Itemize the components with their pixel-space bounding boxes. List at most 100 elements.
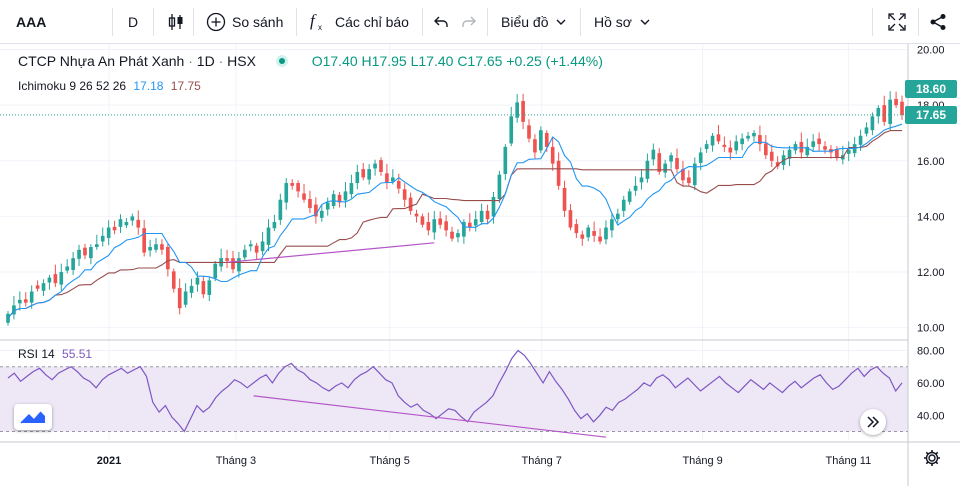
candle-body bbox=[835, 148, 839, 159]
legend-interval: 1D bbox=[196, 53, 215, 69]
chart-type-dropdown[interactable]: Biểu đồ bbox=[501, 0, 566, 44]
candle-body bbox=[793, 144, 798, 151]
candle-body bbox=[402, 189, 407, 200]
price-axis-tick-label: 14.00 bbox=[917, 211, 945, 223]
settings-gear-icon[interactable] bbox=[923, 449, 941, 472]
candle-body bbox=[148, 247, 152, 251]
toolbar-divider bbox=[296, 8, 297, 36]
scroll-to-realtime-button[interactable] bbox=[860, 409, 886, 435]
profile-dropdown[interactable]: Hồ sơ bbox=[594, 0, 650, 44]
rsi-label: RSI 14 bbox=[18, 347, 55, 361]
rsi-legend[interactable]: RSI 14 55.51 bbox=[18, 347, 92, 361]
candle-body bbox=[237, 258, 241, 272]
legend-change: +0.25 (+1.44%) bbox=[506, 53, 603, 69]
candle-body bbox=[296, 183, 300, 192]
candle-body bbox=[633, 185, 638, 191]
candle-body bbox=[728, 147, 733, 153]
candle-body bbox=[213, 263, 218, 279]
candle-body bbox=[391, 177, 395, 182]
candle-body bbox=[136, 219, 141, 228]
ichimoku-conversion-value: 17.18 bbox=[133, 79, 164, 93]
candle-body bbox=[183, 291, 188, 305]
candle-body bbox=[586, 227, 591, 238]
candle-body bbox=[858, 135, 863, 145]
candle-body bbox=[870, 116, 875, 131]
candle-body bbox=[503, 146, 508, 175]
time-axis-tick-label: Tháng 3 bbox=[216, 455, 256, 467]
indicators-label: Các chỉ báo bbox=[335, 14, 409, 30]
market-status-icon[interactable] bbox=[275, 55, 288, 67]
candle-body bbox=[272, 221, 277, 229]
candle-body bbox=[692, 163, 697, 186]
price-axis-tick-label: 20.00 bbox=[917, 45, 945, 57]
ichimoku-base-value: 17.75 bbox=[170, 79, 201, 93]
toolbar-divider bbox=[112, 8, 113, 36]
candle-body bbox=[41, 283, 46, 291]
candle-body bbox=[367, 169, 371, 180]
candle-body bbox=[124, 221, 129, 226]
candle-body bbox=[302, 193, 306, 200]
candle-body bbox=[385, 173, 389, 184]
candle-body bbox=[284, 183, 289, 203]
candle-body bbox=[639, 177, 644, 183]
candle-body bbox=[846, 149, 851, 154]
candle-body bbox=[627, 191, 632, 202]
candle-body bbox=[254, 245, 259, 253]
candle-body bbox=[65, 266, 70, 271]
candle-body bbox=[456, 233, 460, 238]
candle-body bbox=[467, 222, 472, 228]
candle-body bbox=[106, 227, 111, 238]
candle-body bbox=[248, 244, 253, 247]
compare-label: So sánh bbox=[232, 14, 284, 30]
redo-icon[interactable] bbox=[460, 0, 478, 44]
candle-body bbox=[35, 285, 40, 289]
rsi-trendline[interactable] bbox=[253, 395, 607, 438]
candle-body bbox=[396, 180, 401, 189]
candle-body bbox=[580, 234, 585, 239]
candle-body bbox=[758, 135, 762, 145]
candle-body bbox=[610, 219, 614, 231]
interval-button[interactable]: D bbox=[128, 0, 138, 44]
candle-body bbox=[373, 163, 377, 169]
price-trendline[interactable] bbox=[227, 242, 435, 263]
compare-button[interactable]: So sánh bbox=[206, 0, 283, 44]
candle-body bbox=[544, 132, 549, 147]
candle-body bbox=[568, 210, 573, 228]
candle-body bbox=[414, 213, 419, 217]
legend-dot-separator: · bbox=[218, 53, 224, 69]
candles-icon[interactable] bbox=[166, 0, 186, 44]
fullscreen-icon[interactable] bbox=[888, 0, 906, 44]
undo-icon[interactable] bbox=[432, 0, 450, 44]
candle-body bbox=[888, 99, 892, 124]
candle-body bbox=[426, 221, 431, 231]
price-tag-close: 17.65 bbox=[905, 106, 957, 124]
candle-body bbox=[355, 171, 360, 184]
candle-body bbox=[805, 146, 810, 156]
tradingview-logo-button[interactable] bbox=[14, 404, 52, 430]
legend-exchange: HSX bbox=[227, 53, 256, 69]
symbol-button[interactable]: AAA bbox=[16, 0, 46, 44]
share-icon[interactable] bbox=[929, 0, 947, 44]
candle-body bbox=[811, 141, 816, 147]
candle-body bbox=[539, 130, 543, 151]
candle-body bbox=[337, 194, 342, 203]
candle-body bbox=[687, 177, 691, 184]
candle-body bbox=[734, 141, 739, 151]
candle-body bbox=[361, 169, 366, 178]
toolbar-divider bbox=[422, 8, 423, 36]
candle-body bbox=[752, 132, 756, 137]
ichimoku-legend[interactable]: Ichimoku 9 26 52 26 17.18 17.75 bbox=[18, 79, 201, 93]
toolbar-divider bbox=[918, 8, 919, 36]
candle-body bbox=[59, 272, 64, 285]
candle-body bbox=[657, 153, 662, 172]
candle-body bbox=[550, 146, 555, 164]
time-axis-tick-label: Tháng 11 bbox=[826, 455, 872, 467]
candle-body bbox=[112, 226, 117, 231]
candle-body bbox=[130, 216, 135, 221]
price-tag-high-value: 18.60 bbox=[915, 82, 947, 96]
candle-body bbox=[864, 127, 869, 134]
rsi-axis-tick-label: 60.00 bbox=[917, 378, 945, 390]
